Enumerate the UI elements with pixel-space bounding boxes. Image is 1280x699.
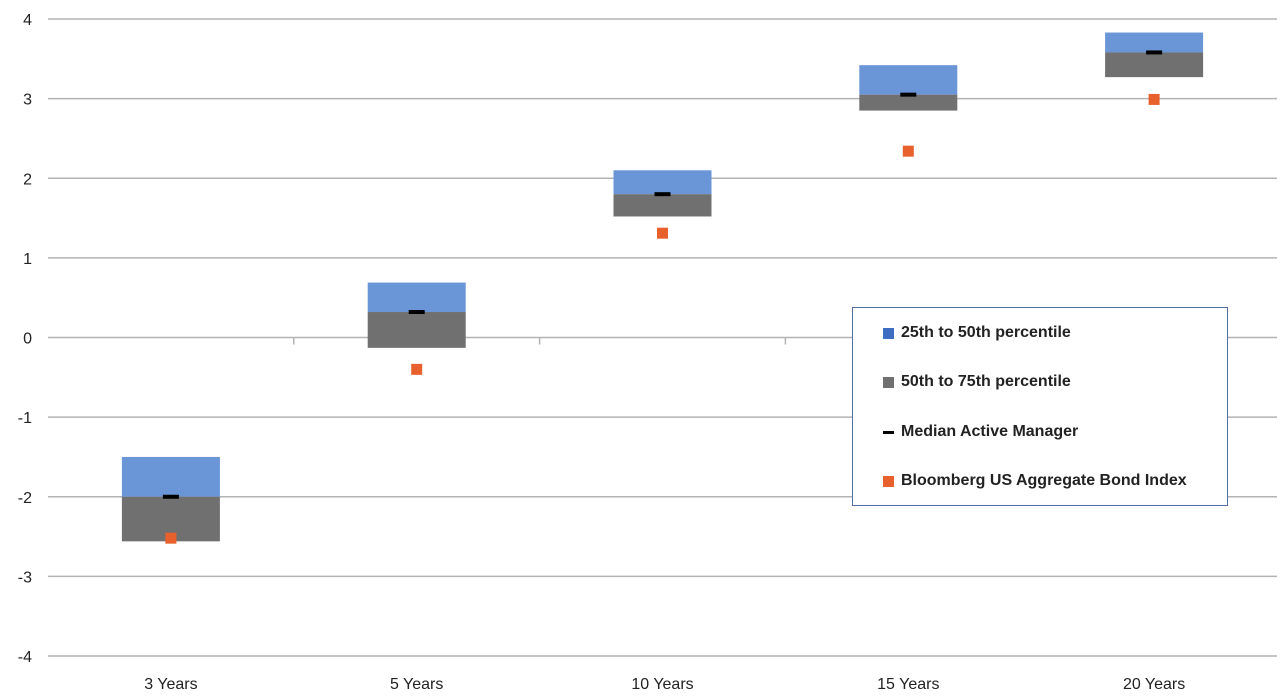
legend-swatch-index xyxy=(883,475,894,487)
index-marker xyxy=(902,145,914,157)
legend-item-25-50: 25th to 50th percentile xyxy=(883,322,1071,344)
x-axis-ticks: 3 Years 5 Years 10 Years 15 Years 20 Years xyxy=(144,676,1185,693)
legend: 25th to 50th percentile 50th to 75th per… xyxy=(852,307,1228,506)
x-tick-label: 20 Years xyxy=(1123,676,1185,693)
legend-item-median: Median Active Manager xyxy=(883,421,1078,443)
median-marker xyxy=(654,192,671,197)
y-tick-label: 4 xyxy=(23,12,32,29)
index-marker xyxy=(165,532,177,544)
index-marker xyxy=(1148,93,1160,105)
legend-label-25-50: 25th to 50th percentile xyxy=(901,324,1071,341)
legend-swatch-50-75 xyxy=(883,376,894,388)
y-tick-label: -3 xyxy=(18,569,32,586)
median-marker xyxy=(900,92,917,97)
bar-25-50-percentile xyxy=(613,170,712,195)
x-tick-label: 10 Years xyxy=(631,676,693,693)
y-tick-label: -1 xyxy=(18,410,32,427)
legend-label-median: Median Active Manager xyxy=(901,423,1079,440)
legend-item-50-75: 50th to 75th percentile xyxy=(883,371,1071,393)
bars xyxy=(121,32,1204,544)
y-axis-ticks: 4 3 2 1 0 -1 -2 -3 -4 xyxy=(18,12,32,666)
bar-50-75-percentile xyxy=(859,94,958,111)
bar-50-75-percentile xyxy=(1105,52,1204,78)
y-tick-label: 3 xyxy=(23,92,32,109)
bar-25-50-percentile xyxy=(121,456,220,497)
index-marker xyxy=(411,363,423,375)
bar-50-75-percentile xyxy=(613,194,712,217)
y-tick-label: -4 xyxy=(18,649,32,666)
legend-label-50-75: 50th to 75th percentile xyxy=(901,373,1071,390)
legend-swatch-median xyxy=(883,430,894,434)
gridlines xyxy=(48,18,1277,657)
bar-25-50-percentile xyxy=(367,282,466,313)
x-tick-label: 15 Years xyxy=(877,676,939,693)
x-tick-label: 3 Years xyxy=(144,676,197,693)
index-marker xyxy=(657,227,668,239)
legend-item-index: Bloomberg US Aggregate Bond Index xyxy=(883,470,1187,492)
legend-label-index: Bloomberg US Aggregate Bond Index xyxy=(901,472,1187,489)
y-tick-label: 1 xyxy=(23,251,32,268)
x-tick-label: 5 Years xyxy=(390,676,443,693)
bar-25-50-percentile xyxy=(859,65,958,95)
y-tick-label: 0 xyxy=(23,331,32,348)
bar-50-75-percentile xyxy=(367,312,466,348)
y-tick-label: 2 xyxy=(23,171,32,188)
median-marker xyxy=(408,310,425,315)
median-marker xyxy=(162,494,179,499)
y-tick-label: -2 xyxy=(18,490,32,507)
median-marker xyxy=(1146,50,1163,55)
bar-25-50-percentile xyxy=(1105,32,1204,53)
legend-swatch-25-50 xyxy=(883,327,894,339)
